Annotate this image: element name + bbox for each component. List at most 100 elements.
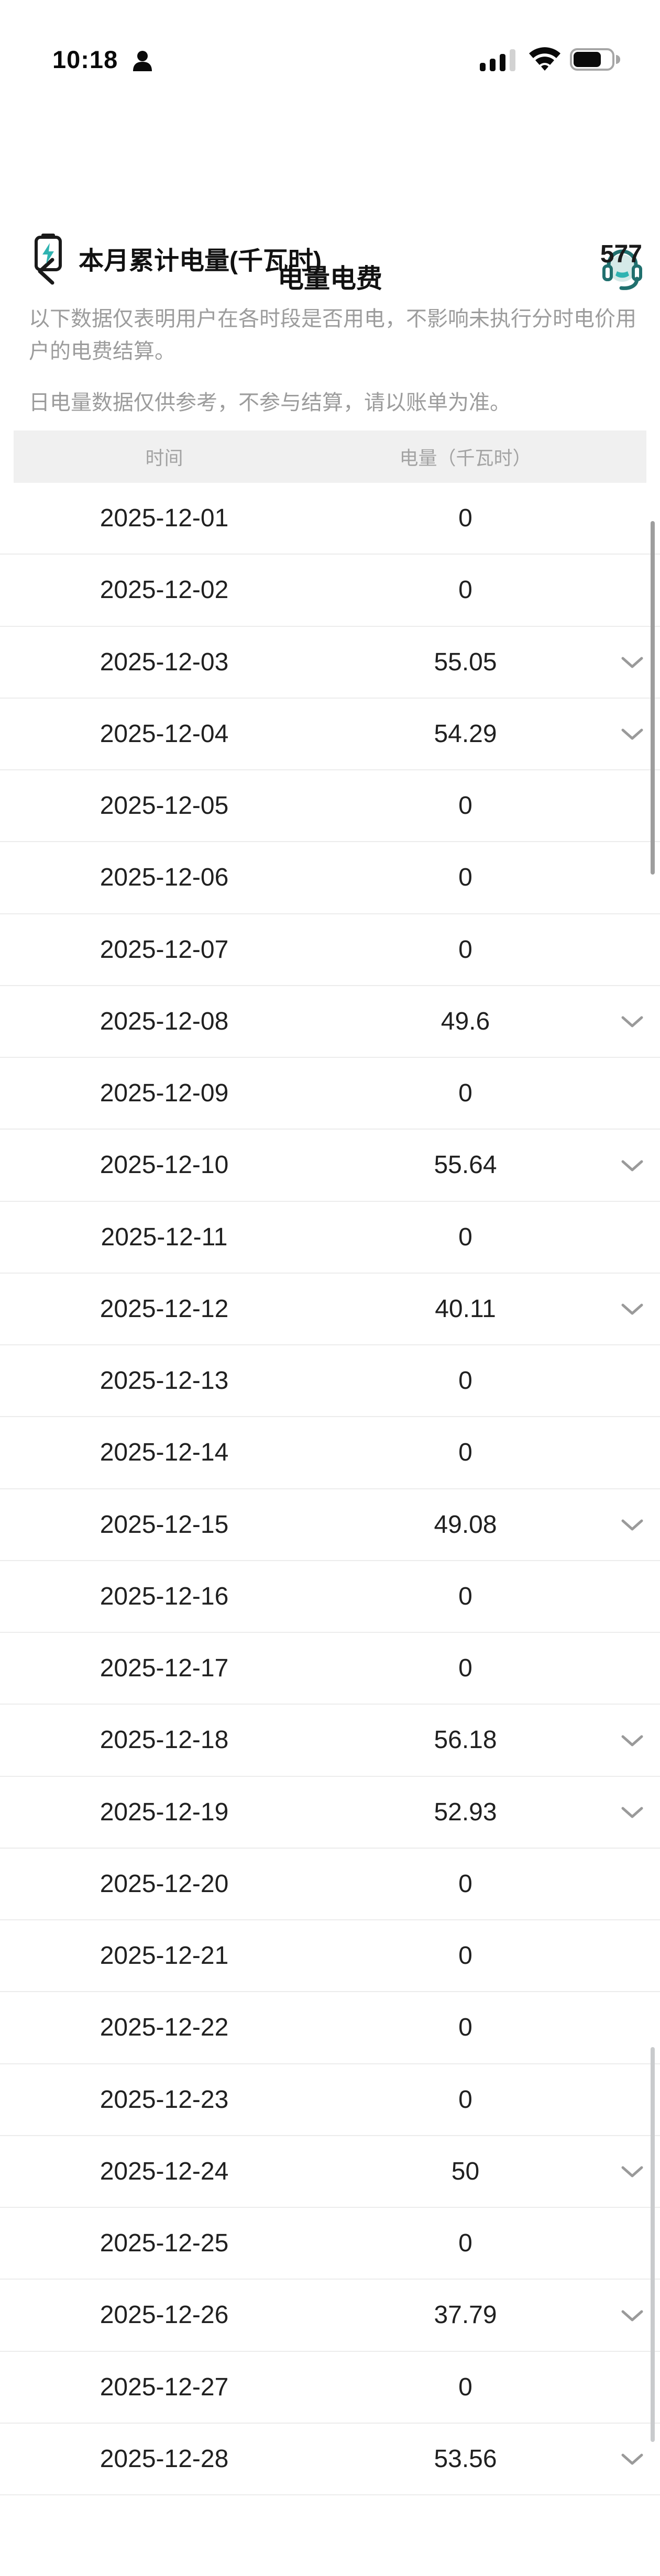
table-row[interactable]: 2025-12-01 0: [0, 483, 660, 555]
date-cell: 2025-12-17: [100, 1654, 229, 1683]
signal-icon: [480, 47, 520, 71]
nav-bar: 电量电费: [0, 120, 660, 293]
date-cell: 2025-12-19: [100, 1798, 229, 1826]
scrollbar-thumb-lower[interactable]: [651, 2047, 655, 2442]
date-cell: 2025-12-01: [100, 504, 229, 533]
table-row[interactable]: 2025-12-18 56.18: [0, 1705, 660, 1777]
table-row[interactable]: 2025-12-23 0: [0, 2064, 660, 2136]
table-row[interactable]: 2025-12-05 0: [0, 770, 660, 843]
chevron-down-icon[interactable]: [621, 1160, 643, 1171]
energy-value-cell: 0: [458, 2373, 472, 2401]
monthly-total-label: 本月累计电量(千瓦时): [79, 247, 322, 275]
column-header-time: 时间: [145, 447, 183, 469]
table-row[interactable]: 2025-12-07 0: [0, 914, 660, 986]
date-cell: 2025-12-21: [100, 1942, 229, 1970]
chevron-down-icon[interactable]: [621, 728, 643, 740]
energy-value-cell: 0: [458, 1942, 472, 1970]
chevron-down-icon[interactable]: [621, 657, 643, 668]
energy-value-cell: 0: [458, 2085, 472, 2114]
date-cell: 2025-12-11: [101, 1223, 228, 1251]
chevron-down-icon[interactable]: [621, 2166, 643, 2177]
chevron-down-icon[interactable]: [621, 1735, 643, 1746]
date-cell: 2025-12-16: [100, 1582, 229, 1610]
scrollbar-thumb-upper[interactable]: [651, 521, 655, 875]
table-row[interactable]: 2025-12-02 0: [0, 555, 660, 627]
date-cell: 2025-12-07: [100, 935, 229, 964]
date-cell: 2025-12-02: [100, 576, 229, 604]
disclaimer-text-2: 日电量数据仅供参考，不参与结算，请以账单为准。: [29, 391, 511, 414]
date-cell: 2025-12-09: [100, 1079, 229, 1108]
energy-value-cell: 0: [458, 2014, 472, 2042]
table-row[interactable]: 2025-12-04 54.29: [0, 699, 660, 770]
table-row[interactable]: 2025-12-21 0: [0, 1920, 660, 1993]
chevron-down-icon[interactable]: [621, 2453, 643, 2465]
energy-value-cell: 0: [458, 1367, 472, 1395]
table-row[interactable]: 2025-12-27 0: [0, 2352, 660, 2424]
date-cell: 2025-12-20: [100, 1870, 229, 1898]
energy-value-cell: 49.6: [441, 1007, 490, 1035]
table-row[interactable]: 2025-12-03 55.05: [0, 627, 660, 699]
table-row[interactable]: 2025-12-26 37.79: [0, 2280, 660, 2352]
date-cell: 2025-12-15: [100, 1510, 229, 1539]
chevron-down-icon[interactable]: [621, 2310, 643, 2321]
table-row[interactable]: 2025-12-17 0: [0, 1633, 660, 1705]
table-row[interactable]: 2025-12-24 50: [0, 2136, 660, 2208]
table-row[interactable]: 2025-12-06 0: [0, 842, 660, 914]
date-cell: 2025-12-10: [100, 1151, 229, 1179]
date-cell: 2025-12-22: [100, 2014, 229, 2042]
chevron-down-icon[interactable]: [621, 1519, 643, 1531]
energy-value-cell: 40.11: [435, 1295, 496, 1323]
date-cell: 2025-12-08: [100, 1007, 229, 1035]
date-cell: 2025-12-05: [100, 792, 229, 820]
energy-value-cell: 50: [451, 2157, 480, 2185]
date-cell: 2025-12-18: [100, 1726, 229, 1754]
energy-value-cell: 0: [458, 1582, 472, 1610]
table-row[interactable]: 2025-12-14 0: [0, 1417, 660, 1489]
table-row[interactable]: 2025-12-11 0: [0, 1202, 660, 1274]
energy-value-cell: 55.64: [434, 1151, 497, 1179]
table-row[interactable]: 2025-12-08 49.6: [0, 986, 660, 1058]
back-icon[interactable]: [36, 258, 57, 285]
date-cell: 2025-12-03: [100, 648, 229, 676]
table-row[interactable]: 2025-12-28 53.56: [0, 2424, 660, 2495]
date-cell: 2025-12-25: [100, 2229, 229, 2258]
date-cell: 2025-12-04: [100, 720, 229, 748]
table-header: 时间 电量（千瓦时）: [14, 430, 646, 483]
daily-usage-list: 2025-12-01 0 2025-12-02 0 2025-12-03 55.…: [0, 483, 660, 2495]
energy-value-cell: 49.08: [434, 1510, 497, 1539]
energy-value-cell: 0: [458, 504, 472, 533]
energy-value-cell: 37.79: [434, 2301, 497, 2329]
date-cell: 2025-12-12: [100, 1295, 229, 1323]
chevron-down-icon[interactable]: [621, 1016, 643, 1027]
chevron-down-icon[interactable]: [621, 1303, 643, 1315]
monthly-total-value: 577: [600, 240, 642, 268]
table-row[interactable]: 2025-12-20 0: [0, 1849, 660, 1920]
table-row[interactable]: 2025-12-13 0: [0, 1345, 660, 1418]
column-header-energy: 电量（千瓦时）: [399, 447, 532, 469]
energy-value-cell: 52.93: [434, 1798, 497, 1826]
table-row[interactable]: 2025-12-10 55.64: [0, 1130, 660, 1202]
wifi-icon: [529, 47, 560, 71]
energy-value-cell: 56.18: [434, 1726, 497, 1754]
date-cell: 2025-12-26: [100, 2301, 229, 2329]
table-row[interactable]: 2025-12-16 0: [0, 1561, 660, 1633]
table-row[interactable]: 2025-12-15 49.08: [0, 1489, 660, 1561]
customer-service-icon[interactable]: [602, 249, 643, 292]
energy-value-cell: 0: [458, 1654, 472, 1683]
status-bar: 10:18: [0, 0, 660, 89]
status-time: 10:18: [52, 46, 118, 73]
table-row[interactable]: 2025-12-25 0: [0, 2208, 660, 2280]
page-title: 电量电费: [278, 264, 382, 293]
energy-value-cell: 55.05: [434, 648, 497, 676]
table-row[interactable]: 2025-12-19 52.93: [0, 1777, 660, 1849]
table-row[interactable]: 2025-12-09 0: [0, 1058, 660, 1130]
energy-value-cell: 0: [458, 792, 472, 820]
energy-value-cell: 0: [458, 864, 472, 892]
table-row[interactable]: 2025-12-22 0: [0, 1992, 660, 2064]
date-cell: 2025-12-24: [100, 2157, 229, 2185]
chevron-down-icon[interactable]: [621, 1807, 643, 1818]
energy-value-cell: 0: [458, 1223, 472, 1251]
energy-value-cell: 0: [458, 1439, 472, 1467]
date-cell: 2025-12-13: [100, 1367, 229, 1395]
table-row[interactable]: 2025-12-12 40.11: [0, 1274, 660, 1345]
